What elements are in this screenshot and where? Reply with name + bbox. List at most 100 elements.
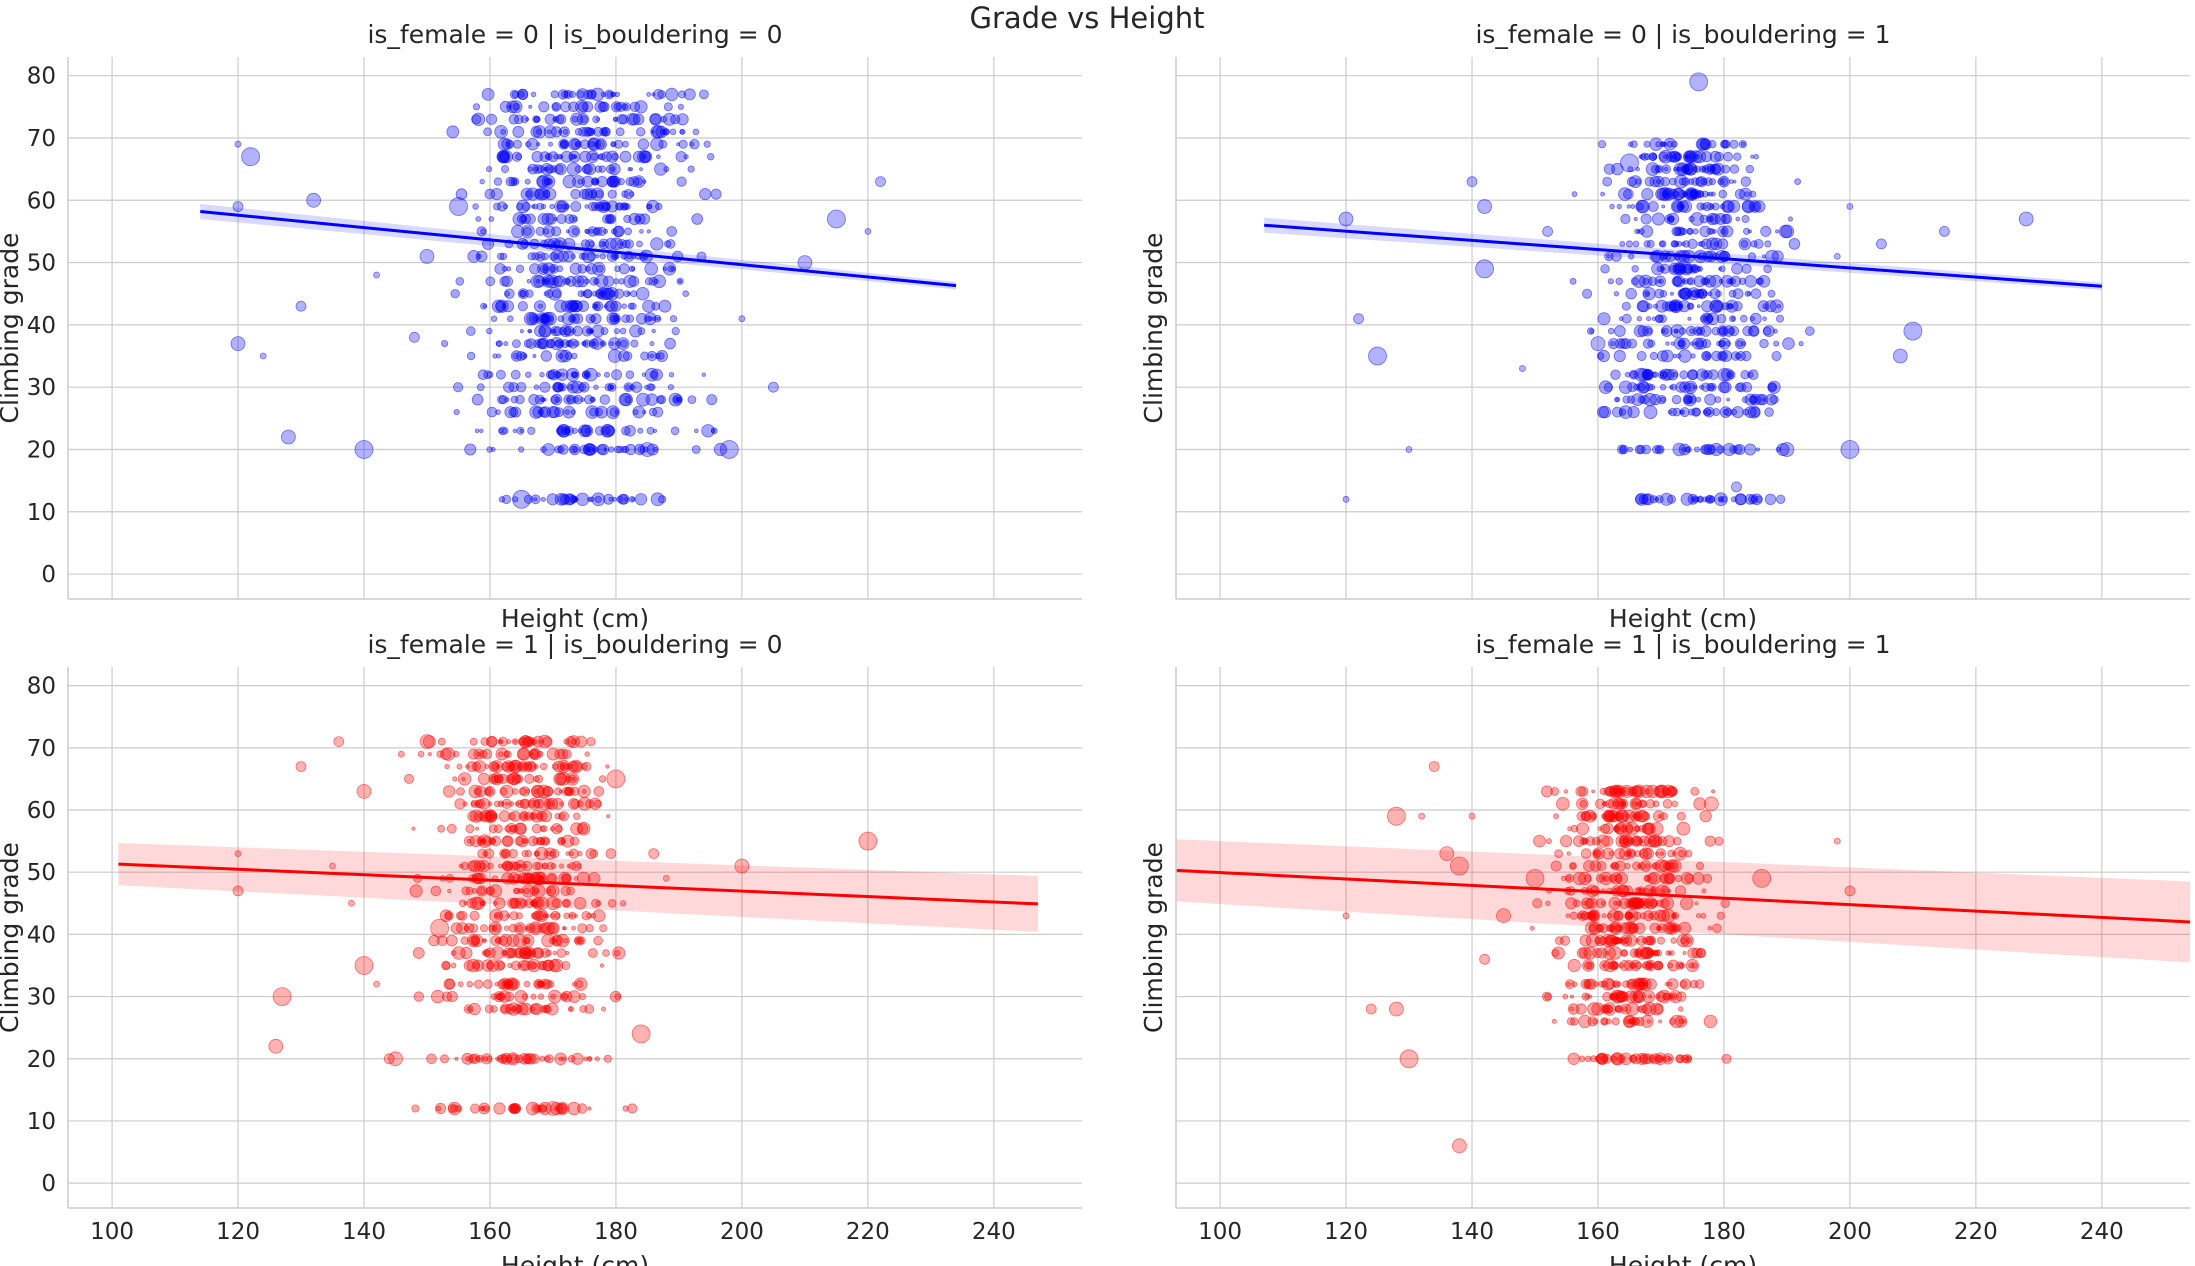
data-point [560, 101, 571, 113]
data-point [1556, 796, 1570, 811]
data-point [1582, 959, 1595, 972]
data-point [593, 786, 605, 797]
data-point [590, 337, 604, 350]
data-point [1723, 151, 1733, 162]
data-point [1567, 826, 1572, 832]
data-point [1718, 189, 1728, 199]
data-point [1643, 392, 1657, 407]
data-point [555, 338, 565, 349]
data-point [556, 425, 568, 436]
data-point [1612, 813, 1618, 819]
data-point [572, 396, 579, 403]
data-point [621, 303, 627, 310]
data-point [586, 89, 597, 100]
data-point [527, 163, 539, 175]
data-point [691, 213, 703, 225]
data-point [510, 395, 519, 404]
data-point [1695, 861, 1705, 871]
data-point [1560, 834, 1573, 848]
data-point [466, 351, 476, 361]
data-point [562, 926, 567, 931]
data-point [508, 1053, 519, 1064]
data-point [1631, 265, 1639, 273]
data-point [1668, 1017, 1677, 1026]
data-point [518, 787, 527, 796]
data-point [526, 312, 540, 326]
data-point [539, 978, 551, 990]
data-point [541, 252, 549, 261]
data-point [511, 90, 519, 99]
data-point [1634, 961, 1642, 970]
data-point [1479, 953, 1490, 965]
x-tick-label: 100 [1198, 1219, 1242, 1245]
data-point [574, 977, 588, 991]
data-point [1667, 981, 1673, 987]
data-point [588, 338, 600, 349]
data-point [1744, 274, 1757, 288]
data-point [417, 750, 425, 758]
data-point [1653, 785, 1666, 798]
data-point [602, 214, 612, 224]
data-point [1689, 979, 1699, 989]
y-tick-label: 80 [27, 674, 56, 700]
data-point [1569, 1006, 1575, 1012]
data-point [632, 405, 646, 419]
data-point [1620, 153, 1639, 173]
data-point [552, 275, 563, 287]
data-point [642, 299, 656, 313]
data-point [499, 1003, 511, 1015]
data-point [537, 993, 545, 1000]
data-point [479, 924, 488, 933]
data-point [1633, 324, 1647, 338]
data-point [1643, 140, 1651, 148]
cluster-points [1569, 137, 1815, 507]
data-point [530, 912, 538, 919]
data-point [541, 174, 556, 189]
data-point [648, 383, 656, 391]
data-point [646, 229, 651, 234]
data-point [1656, 961, 1664, 970]
data-point [531, 823, 542, 834]
data-point [566, 339, 574, 348]
data-point [518, 947, 531, 959]
data-point [1693, 496, 1700, 503]
data-point [530, 126, 542, 138]
data-point [354, 440, 374, 459]
data-point [473, 961, 481, 970]
data-point [450, 289, 460, 299]
data-point [599, 253, 606, 260]
data-point [533, 275, 546, 288]
data-point [649, 341, 655, 347]
data-point [1649, 351, 1659, 361]
data-point [463, 923, 475, 934]
data-point [624, 239, 635, 249]
data-point [1626, 204, 1631, 209]
data-point [1752, 869, 1772, 888]
data-point [606, 175, 619, 188]
data-point [559, 325, 572, 338]
data-point [642, 179, 647, 184]
data-point [554, 299, 568, 313]
data-point [469, 1103, 480, 1114]
data-point [1747, 252, 1757, 261]
data-point [689, 141, 695, 147]
data-point [1633, 216, 1638, 221]
data-point [499, 848, 510, 859]
data-point [665, 239, 676, 249]
data-point [548, 141, 554, 147]
data-point [1601, 1018, 1608, 1025]
data-point [600, 126, 611, 137]
data-point [259, 352, 267, 360]
x-tick-label: 160 [1576, 1219, 1620, 1245]
data-point [1678, 1018, 1685, 1025]
data-point [521, 849, 529, 858]
data-point [858, 831, 878, 851]
data-point [1715, 249, 1728, 263]
data-point [1580, 848, 1592, 859]
data-point [567, 1055, 576, 1063]
data-point [486, 371, 494, 379]
data-point [1665, 859, 1679, 873]
data-point [512, 139, 523, 149]
data-point [444, 978, 456, 990]
data-point [495, 340, 503, 348]
